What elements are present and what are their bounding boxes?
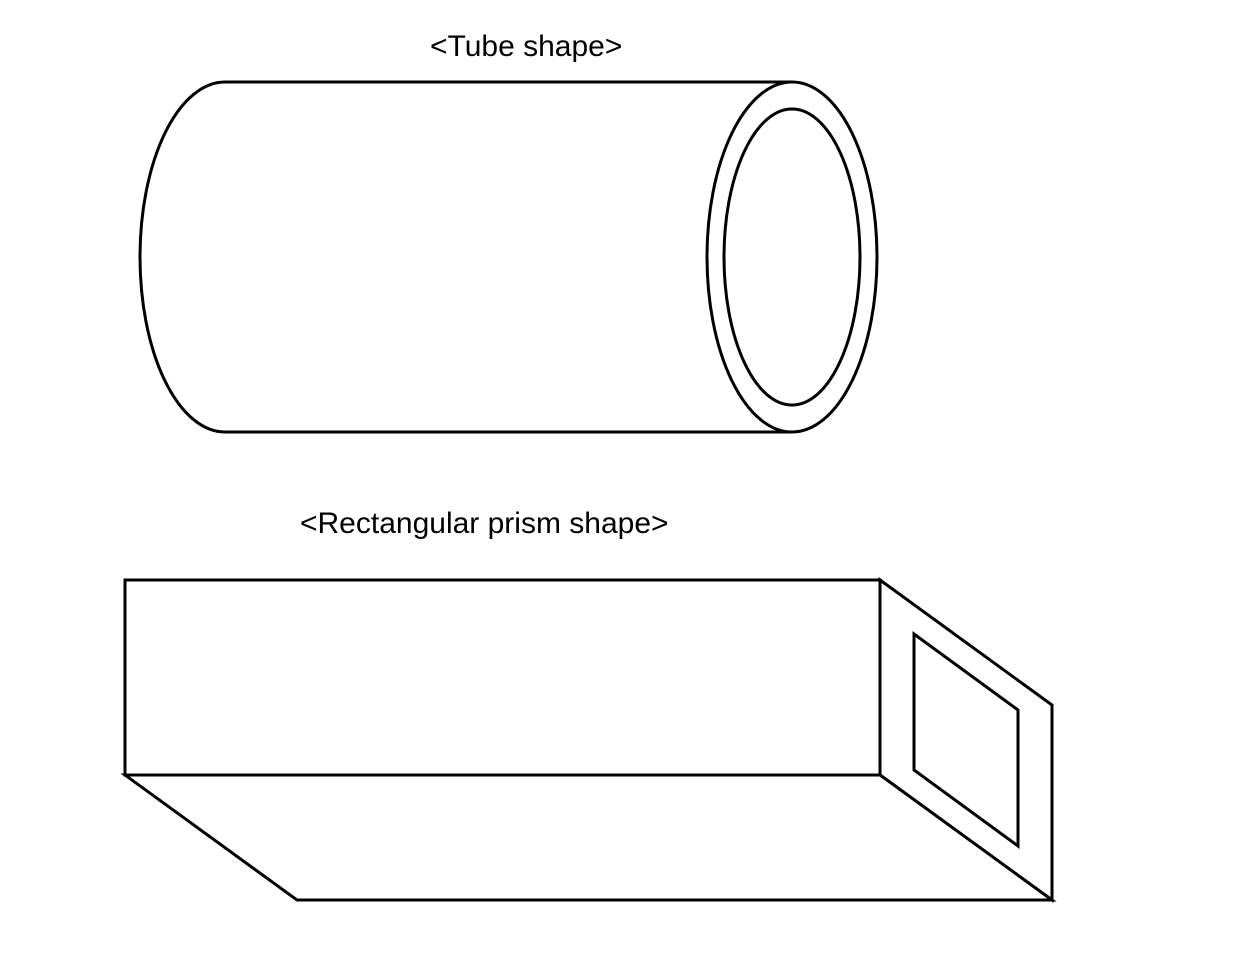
tube-shape [0, 0, 1240, 500]
diagram-container: <Tube shape> <Rectangular prism shape> [0, 0, 1240, 979]
prism-shape [0, 480, 1240, 980]
